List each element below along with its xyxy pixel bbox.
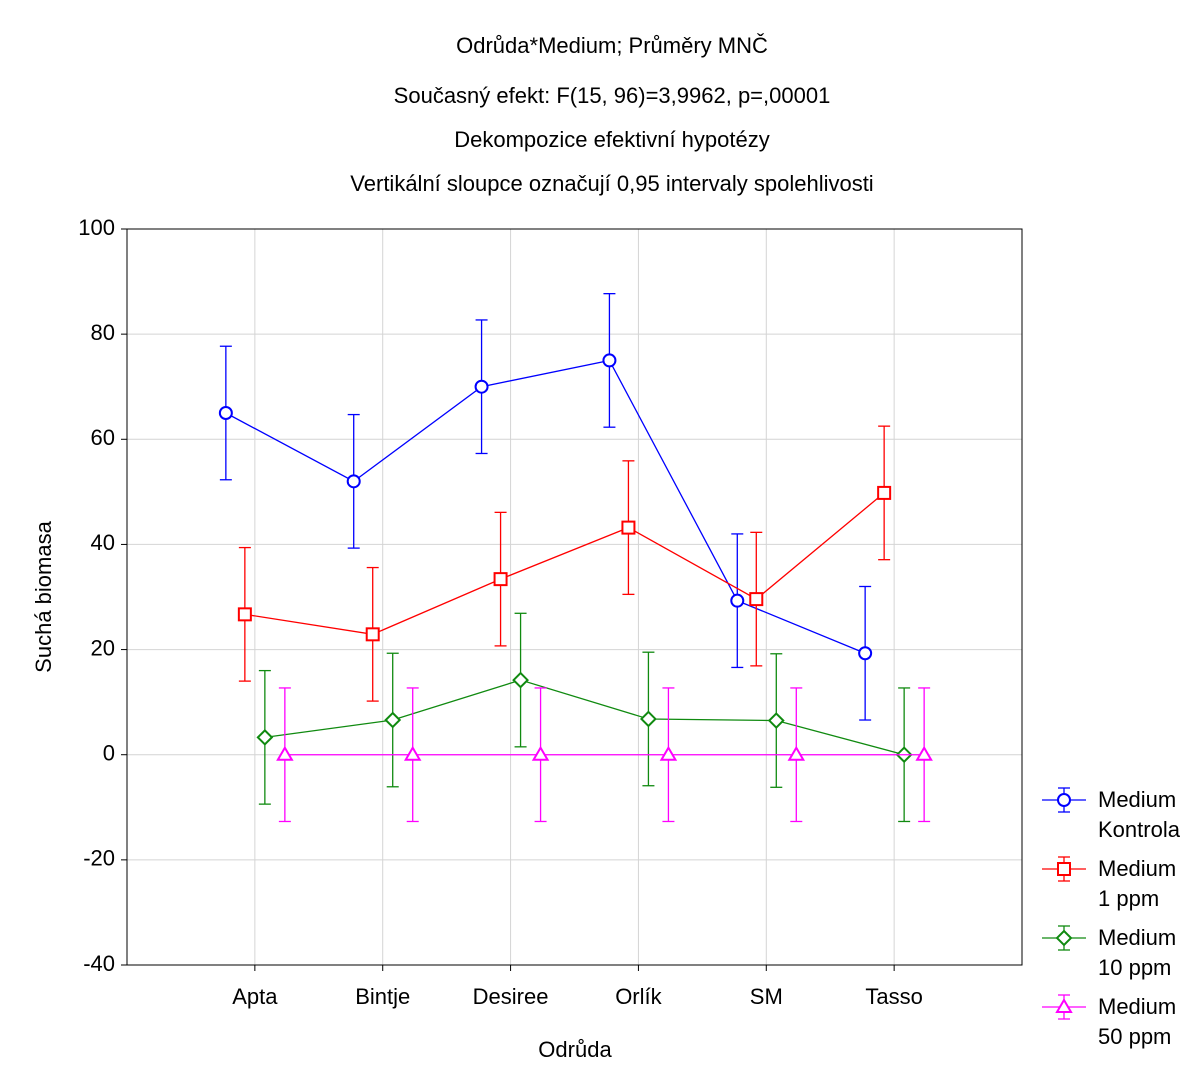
x-axis-label: Odrůda: [538, 1037, 612, 1062]
y-tick-label: 100: [78, 215, 115, 240]
marker: [237, 607, 252, 622]
y-tick-label: -40: [83, 951, 115, 976]
x-tick-label: Apta: [232, 984, 278, 1009]
marker: [1057, 793, 1071, 807]
marker: [384, 711, 402, 729]
marker: [749, 592, 764, 607]
series-line: [244, 492, 885, 635]
marker: [1057, 862, 1071, 876]
series-line: [264, 679, 905, 756]
y-tick-label: 80: [91, 320, 115, 345]
marker: [1055, 998, 1073, 1013]
series-line: [225, 359, 866, 654]
x-tick-label: Bintje: [355, 984, 410, 1009]
x-tick-label: Orlík: [615, 984, 662, 1009]
marker: [730, 593, 745, 608]
y-tick-label: 40: [91, 530, 115, 555]
marker: [403, 745, 422, 761]
legend-label: Medium 10 ppm: [1098, 925, 1177, 980]
legend-label: Medium 50 ppm: [1098, 994, 1177, 1049]
legend-label: Medium 1 ppm: [1098, 856, 1177, 911]
x-tick-label: Desiree: [473, 984, 549, 1009]
chart-title: Odrůda*Medium; Průměry MNČ: [456, 33, 768, 58]
y-tick-label: 60: [91, 425, 115, 450]
marker: [659, 745, 678, 761]
marker: [767, 712, 785, 729]
marker: [512, 671, 529, 689]
y-tick-label: -20: [83, 846, 115, 871]
plot-border: [126, 228, 1023, 966]
chart-subtitle: Současný efekt: F(15, 96)=3,9962, p=,000…: [394, 83, 831, 108]
y-tick-label: 0: [103, 741, 115, 766]
y-tick-label: 20: [91, 635, 115, 660]
marker: [276, 745, 294, 761]
marker: [218, 406, 233, 420]
x-tick-label: SM: [750, 984, 783, 1009]
marker: [602, 353, 617, 368]
marker: [1055, 929, 1073, 947]
marker: [621, 520, 636, 535]
marker: [493, 572, 508, 587]
marker: [915, 745, 933, 761]
marker: [474, 379, 489, 394]
marker: [787, 745, 806, 761]
x-tick-label: Tasso: [865, 984, 922, 1009]
marker: [877, 485, 892, 500]
chart-subtitle: Dekompozice efektivní hypotézy: [454, 127, 770, 152]
marker: [256, 728, 274, 746]
marker: [346, 474, 361, 489]
chart-subtitle: Vertikální sloupce označují 0,95 interva…: [350, 171, 873, 196]
legend-label: Medium Kontrola: [1098, 787, 1180, 842]
marker: [365, 627, 380, 642]
y-axis-label: Suchá biomasa: [31, 520, 56, 672]
marker: [531, 745, 550, 761]
marker: [858, 646, 873, 661]
marker: [640, 710, 657, 728]
